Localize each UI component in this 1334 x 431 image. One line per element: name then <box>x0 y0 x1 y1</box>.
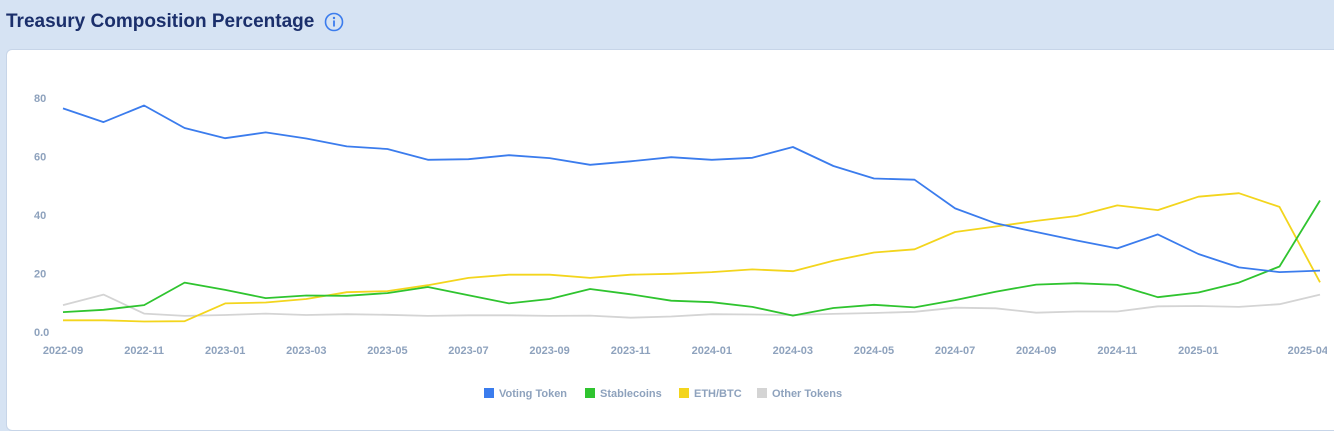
x-tick-label: 2023-03 <box>286 345 326 357</box>
series-line-other-tokens <box>62 293 1321 319</box>
legend-label[interactable]: ETH/BTC <box>694 388 742 400</box>
legend-swatch[interactable] <box>679 388 689 398</box>
series-line-stablecoins <box>62 200 1321 317</box>
legend-label[interactable]: Other Tokens <box>772 388 842 400</box>
x-tick-label: 2023-05 <box>367 345 407 357</box>
page-title: Treasury Composition Percentage <box>6 11 315 32</box>
x-tick-label: 2024-05 <box>854 345 894 357</box>
x-tick-label: 2025-01 <box>1178 345 1218 357</box>
x-tick-label: 2023-01 <box>205 345 245 357</box>
chart-card: 0.0 20 40 60 80 2022-09 2022-11 2023-01 2023-03 2… <box>6 49 1334 431</box>
x-tick-label: 2023-11 <box>611 345 651 357</box>
x-tick-label: 2023-09 <box>529 345 569 357</box>
legend-swatch[interactable] <box>585 388 595 398</box>
y-tick-label: 20 <box>34 269 46 281</box>
x-tick-label: 2023-07 <box>448 345 488 357</box>
legend-label[interactable]: Voting Token <box>499 388 567 400</box>
line-chart: 0.0 20 40 60 80 2022-09 2022-11 2023-01 2023-03 2… <box>34 93 1327 400</box>
y-tick-label: 40 <box>34 210 46 222</box>
x-tick-label: 2024-09 <box>1016 345 1056 357</box>
series-line-voting-token <box>62 104 1321 273</box>
y-tick-label: 80 <box>34 93 46 105</box>
x-tick-label: 2024-11 <box>1097 345 1137 357</box>
legend-label[interactable]: Stablecoins <box>600 388 662 400</box>
series-line-eth-btc <box>63 192 1321 323</box>
info-icon[interactable] <box>324 12 344 32</box>
x-tick-label: 2022-09 <box>43 345 83 357</box>
x-tick-label: 2025-04 <box>1288 345 1327 357</box>
x-tick-label: 2022-11 <box>124 345 164 357</box>
legend-swatch[interactable] <box>757 388 767 398</box>
y-tick-label: 60 <box>34 152 46 164</box>
x-tick-label: 2024-03 <box>773 345 813 357</box>
y-tick-label: 0.0 <box>34 327 49 339</box>
header: Treasury Composition Percentage <box>6 8 344 36</box>
x-tick-label: 2024-01 <box>692 345 732 357</box>
legend-swatch[interactable] <box>484 388 494 398</box>
x-tick-label: 2024-07 <box>935 345 975 357</box>
